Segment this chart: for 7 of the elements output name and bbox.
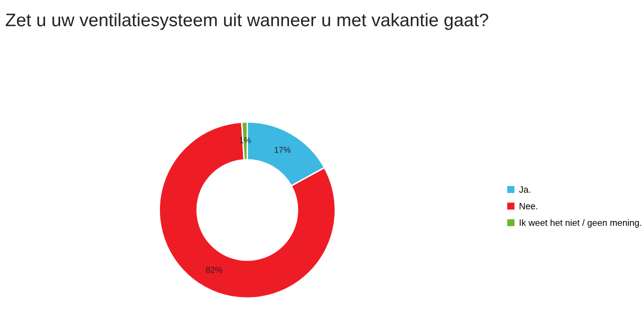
legend-label: Ik weet het niet / geen mening.: [520, 219, 642, 228]
data-label: 1%: [240, 137, 251, 144]
legend-label: Ja.: [519, 186, 530, 193]
data-label: 82%: [206, 266, 222, 273]
chart-title: Zet u uw ventilatiesysteem uit wanneer u met vakantie gaat?: [6, 13, 488, 30]
data-label: 17%: [274, 146, 291, 153]
legend-label: Nee.: [520, 203, 538, 210]
